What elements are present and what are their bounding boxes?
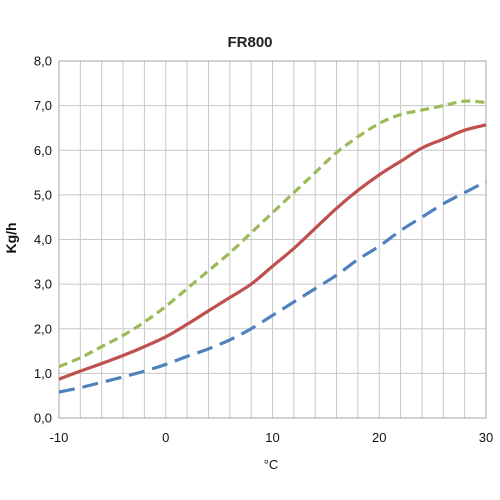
y-tick-label: 2,0 <box>34 321 52 336</box>
y-tick-label: 0,0 <box>34 411 52 426</box>
x-tick-label: 30 <box>479 430 493 445</box>
series-line-1 <box>58 99 487 369</box>
y-tick-labels: 0,0 1,0 2,0 3,0 4,0 5,0 6,0 7,0 8,0 <box>34 54 52 426</box>
y-tick-label: 3,0 <box>34 277 52 292</box>
x-axis-label: °C <box>264 457 279 472</box>
y-tick-label: 8,0 <box>34 54 52 69</box>
y-tick-label: 1,0 <box>34 366 52 381</box>
series-line-3 <box>58 180 487 394</box>
chart-title: FR800 <box>227 34 272 51</box>
series-line-2 <box>58 123 487 381</box>
y-tick-label: 5,0 <box>34 187 52 202</box>
y-tick-label: 6,0 <box>34 143 52 158</box>
y-tick-label: 4,0 <box>34 232 52 247</box>
x-tick-label: -10 <box>50 430 69 445</box>
y-axis-label: Kg/h <box>3 222 19 253</box>
x-tick-label: 10 <box>265 430 279 445</box>
plot-frame <box>58 60 487 419</box>
x-tick-label: 20 <box>372 430 386 445</box>
series-layer <box>58 99 487 394</box>
grid <box>58 60 487 419</box>
x-tick-labels: -10 0 10 20 30 <box>50 430 494 445</box>
x-tick-label: 0 <box>162 430 169 445</box>
y-tick-label: 7,0 <box>34 98 52 113</box>
